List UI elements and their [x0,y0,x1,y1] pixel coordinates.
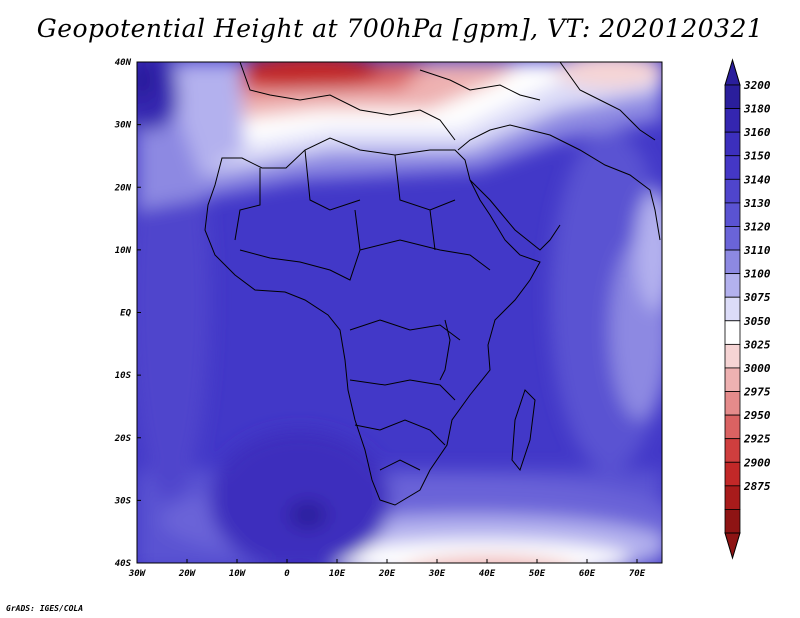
map-title: Geopotential Height at 700hPa [gpm], VT:… [36,14,764,43]
lon-tick-label: 50E [529,569,546,579]
colorbar-swatch [724,226,741,251]
colorbar-swatch [724,509,741,534]
colorbar-swatch [724,343,741,369]
lon-tick-label: 10W [229,569,247,579]
colorbar-label: 2975 [743,386,771,399]
lon-tick-label: 30W [128,569,147,579]
coastlines [204,62,661,506]
colorbar-label: 3000 [743,362,771,375]
colorbar-label: 3200 [743,79,771,92]
colorbar-swatch [724,485,741,510]
lat-tick-label: EQ [120,309,131,319]
colorbar-swatch [724,249,741,275]
colorbar-label: 3120 [743,220,771,233]
lat-tick-label: 40S [115,559,132,569]
colorbar-swatch [724,178,741,204]
lat-tick-label: 10S [115,371,132,381]
colorbar-label: 3050 [743,315,771,328]
colorbar-label: 3075 [743,291,771,304]
colorbar-label: 3180 [743,103,771,116]
lon-tick-label: 60E [579,569,596,579]
colorbar-label: 2950 [743,409,771,422]
lon-tick-label: 20E [378,569,396,579]
colorbar-label: 3160 [743,126,771,139]
lon-tick-label: 40E [479,569,496,579]
colorbar-label: 3110 [743,244,771,257]
colorbar-bottom-arrow [724,532,741,560]
lat-tick-label: 10N [115,246,132,256]
colorbar-swatch [724,461,741,487]
colorbar-label: 2900 [743,456,771,469]
colorbar-swatch [724,202,741,227]
colorbar-label: 2925 [743,433,771,446]
colorbar-swatch [724,391,741,416]
lon-tick-label: 70E [629,569,646,579]
colorbar-swatch [724,438,741,463]
colorbar-label: 3150 [743,150,771,163]
colorbar-swatch [724,320,741,345]
lat-tick-label: 20S [114,434,132,444]
colorbar-label: 2875 [743,480,771,493]
colorbar-swatch [724,273,741,298]
colorbar: 3200 3180 3160 3150 3140 3130 3120 3110 3100 3075… [724,58,771,560]
colorbar-swatch [724,131,741,157]
colorbar-swatch [724,296,741,322]
colorbar-label: 3140 [743,173,771,186]
lat-tick-label: 40N [115,58,132,68]
colorbar-swatch [724,84,741,109]
colorbar-top-arrow [724,58,741,86]
lon-tick-label: 30E [428,569,446,579]
colorbar-swatch [724,414,741,440]
credit-text: GrADS: IGES/COLA [6,604,84,613]
colorbar-label: 3130 [743,197,771,210]
lon-tick-label: 10E [329,569,346,579]
colorbar-swatch [724,155,741,180]
lat-tick-label: 20N [114,183,132,193]
colorbar-swatch [724,108,741,133]
lon-tick-label: 20W [178,569,197,579]
lat-tick-label: 30S [114,496,132,506]
colorbar-label: 3025 [743,338,771,351]
lat-tick-label: 30N [114,121,132,131]
colorbar-label: 3100 [743,268,771,281]
height-field [137,62,662,563]
colorbar-swatch [724,367,741,392]
lon-tick-label: 0 [284,569,290,579]
